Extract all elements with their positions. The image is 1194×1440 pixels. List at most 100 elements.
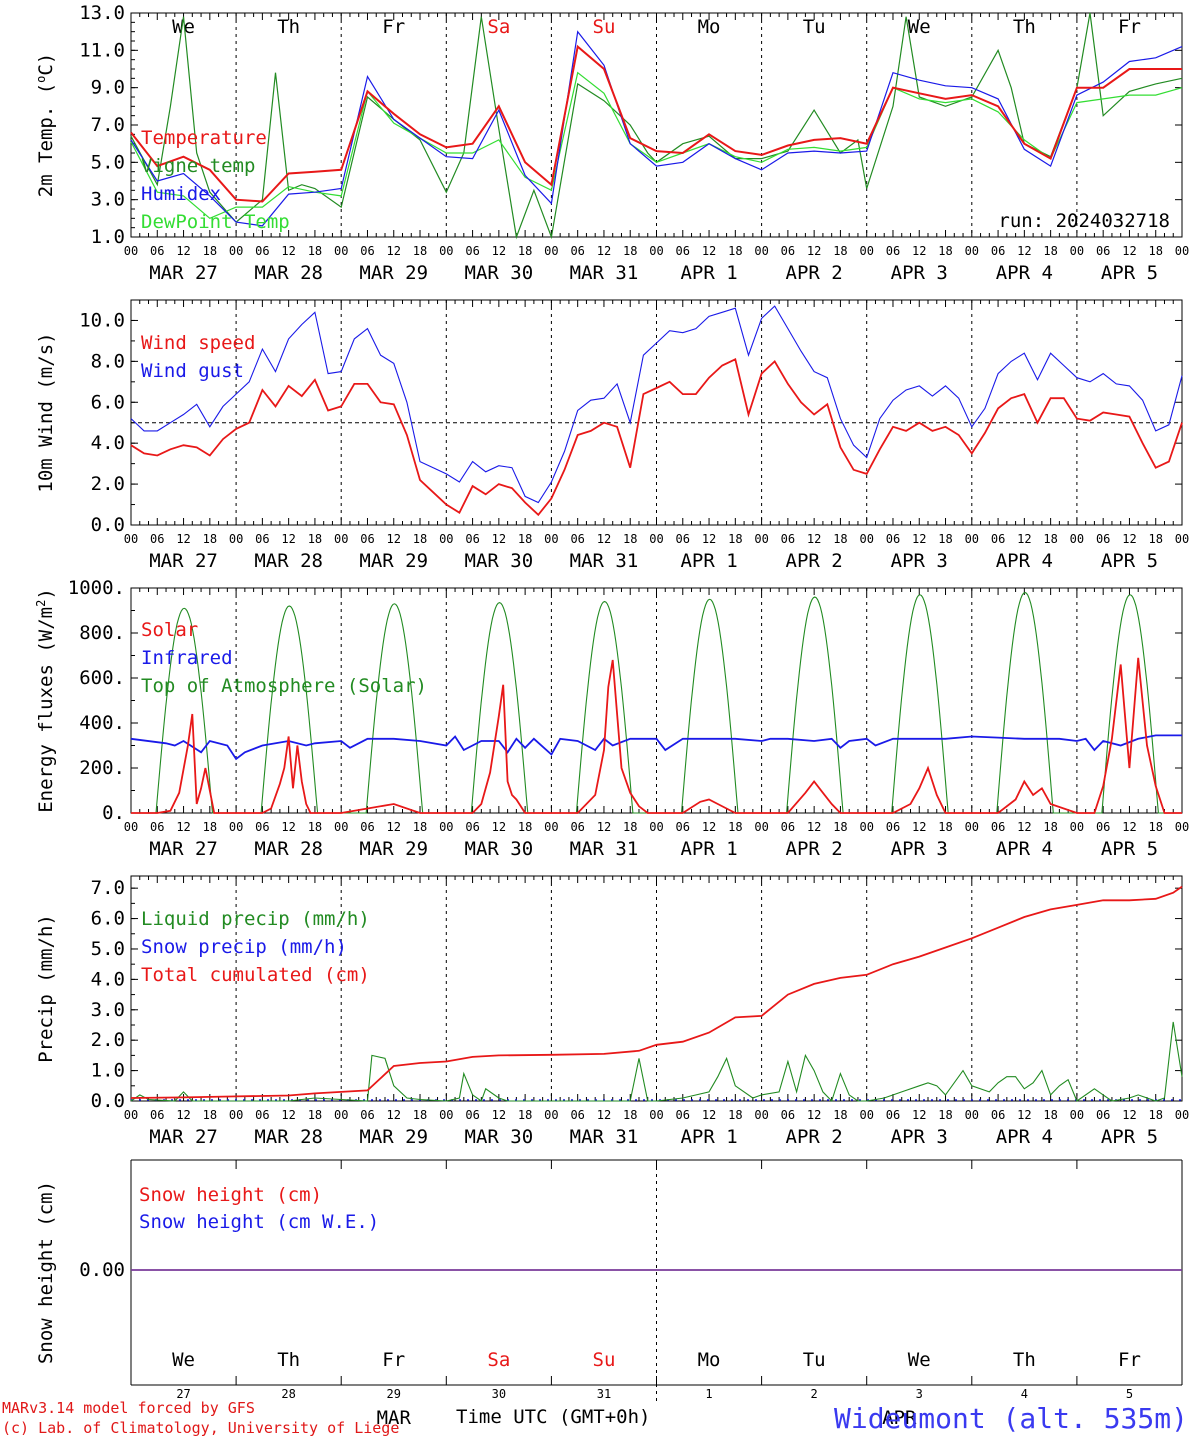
panel-0-day-label: APR 1 (680, 262, 737, 284)
panel-2-hour-label: 18 (1148, 820, 1162, 834)
month-label-mar: MAR (377, 1407, 412, 1429)
panel-2-ytick-label: 400. (79, 712, 125, 734)
panel-3-hour-label: 18 (308, 1108, 322, 1122)
panel-3-hour-label: 12 (1122, 1108, 1136, 1122)
panel-4-weekday-label: Sa (487, 1349, 510, 1371)
panel-0-hour-label: 18 (203, 244, 217, 258)
panel-3-hour-label: 18 (203, 1108, 217, 1122)
panel-3-hour-label: 06 (781, 1108, 795, 1122)
panel-3-hour-label: 00 (965, 1108, 979, 1122)
panel-0-hour-label: 06 (1096, 244, 1110, 258)
panel-2-ytick-label: 0. (102, 802, 125, 824)
panel-3-hour-label: 00 (229, 1108, 243, 1122)
panel-2-hour-label: 00 (1175, 820, 1189, 834)
panel-4-day-number: 4 (1021, 1387, 1028, 1401)
panel-4-weekday-label: Fr (1118, 1349, 1141, 1371)
panel-0-day-label: MAR 30 (465, 262, 534, 284)
panel-1-day-label: MAR 27 (149, 550, 218, 572)
panel-2-hour-label: 12 (176, 820, 190, 834)
panel-3-hour-label: 00 (859, 1108, 873, 1122)
panel-0-hour-label: 00 (1175, 244, 1189, 258)
panel-2-ytick-label: 800. (79, 622, 125, 644)
panel-0-ytick-label: 11.0 (79, 39, 125, 61)
panel-2-ytick-label: 1000. (68, 577, 125, 599)
panel-0-hour-label: 00 (334, 244, 348, 258)
panel-2-hour-label: 06 (465, 820, 479, 834)
panel-0-hour-label: 18 (308, 244, 322, 258)
panel-1-day-label: APR 1 (680, 550, 737, 572)
panel-2-day-label: MAR 27 (149, 838, 218, 860)
precip-series-liquid-precip-mm-h- (130, 1021, 1183, 1103)
panel-0-hour-label: 12 (597, 244, 611, 258)
panel-1-hour-label: 18 (203, 532, 217, 546)
panel-1-hour-label: 00 (649, 532, 663, 546)
panel-2-day-label: MAR 31 (570, 838, 639, 860)
panel-0-hour-label: 12 (1122, 244, 1136, 258)
panel-1-hour-label: 00 (965, 532, 979, 546)
panel-2-hour-label: 00 (229, 820, 243, 834)
panel-0-hour-label: 00 (544, 244, 558, 258)
panel-1-ytick-label: 4.0 (91, 432, 125, 454)
panel-1-hour-label: 06 (886, 532, 900, 546)
wind-legend-0: Wind speed (141, 332, 255, 354)
panel-2-hour-label: 12 (1017, 820, 1031, 834)
panel-0-hour-label: 12 (176, 244, 190, 258)
panel-4-weekday-label: Th (277, 1349, 300, 1371)
panel-1-ytick-label: 2.0 (91, 473, 125, 495)
panel-4-weekday-label: Su (593, 1349, 616, 1371)
panel-1-hour-label: 18 (1043, 532, 1057, 546)
panel-0-weekday-label: Th (1013, 16, 1036, 38)
panel-1-hour-label: 00 (1175, 532, 1189, 546)
panel-1-hour-label: 00 (754, 532, 768, 546)
panel-1-hour-label: 18 (518, 532, 532, 546)
panel-3-hour-label: 06 (1096, 1108, 1110, 1122)
panel-0-hour-label: 12 (281, 244, 295, 258)
panel-2-hour-label: 12 (807, 820, 821, 834)
panel-3-day-label: MAR 30 (465, 1126, 534, 1148)
precip-legend-0: Liquid precip (mm/h) (141, 908, 370, 930)
panel-2-hour-label: 00 (649, 820, 663, 834)
panel-3-hour-label: 18 (623, 1108, 637, 1122)
panel-0-weekday-label: We (172, 16, 195, 38)
panel-1-hour-label: 00 (439, 532, 453, 546)
panel-0-hour-label: 06 (150, 244, 164, 258)
temp-series-dewpoint-temp (130, 71, 1183, 219)
panel-0-hour-label: 00 (754, 244, 768, 258)
panel-4-day-number: 5 (1126, 1387, 1133, 1401)
panel-0-hour-label: 06 (570, 244, 584, 258)
panel-0-weekday-label: Su (593, 16, 616, 38)
panel-3-day-label: APR 5 (1101, 1126, 1158, 1148)
panel-3-hour-label: 06 (676, 1108, 690, 1122)
panel-1-day-label: MAR 29 (359, 550, 428, 572)
panel-3-hour-label: 18 (728, 1108, 742, 1122)
panel-0-ylabel: 2m Temp. (oC) (34, 53, 57, 198)
wind-series-wind-speed (130, 358, 1183, 517)
temp-legend-0: Temperature (141, 127, 267, 149)
panel-1-hour-label: 18 (623, 532, 637, 546)
panel-4-day-number: 30 (492, 1387, 506, 1401)
wind-series-wind-gust (130, 305, 1183, 504)
panel-0-weekday-label: Tu (803, 16, 826, 38)
panel-3-ytick-label: 2.0 (91, 1029, 125, 1051)
panel-4-day-number: 1 (705, 1387, 712, 1401)
panel-2-hour-label: 06 (676, 820, 690, 834)
panel-2-hour-label: 06 (1096, 820, 1110, 834)
panel-0-hour-label: 06 (676, 244, 690, 258)
panel-1-hour-label: 12 (387, 532, 401, 546)
panel-1-ytick-label: 10.0 (79, 309, 125, 331)
panel-2-ylabel: Energy fluxes (W/m2) (34, 588, 57, 813)
panel-2-hour-label: 00 (439, 820, 453, 834)
panel-0-weekday-label: We (908, 16, 931, 38)
panel-3-hour-label: 00 (439, 1108, 453, 1122)
panel-0-hour-label: 06 (465, 244, 479, 258)
panel-2-day-label: MAR 29 (359, 838, 428, 860)
panel-2-hour-label: 18 (623, 820, 637, 834)
panel-0-day-label: APR 4 (996, 262, 1053, 284)
panel-0-hour-label: 00 (439, 244, 453, 258)
panel-3-day-label: MAR 29 (359, 1126, 428, 1148)
panel-0-hour-label: 00 (649, 244, 663, 258)
panel-3-hour-label: 00 (544, 1108, 558, 1122)
panel-1-hour-label: 00 (229, 532, 243, 546)
panel-3-hour-label: 12 (597, 1108, 611, 1122)
panel-1-hour-label: 18 (728, 532, 742, 546)
